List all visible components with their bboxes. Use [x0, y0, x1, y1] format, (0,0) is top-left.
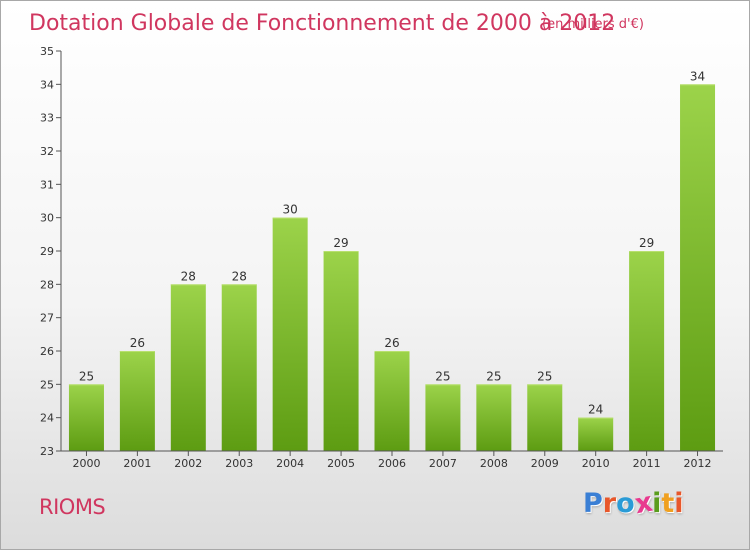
data-label: 24 [588, 403, 603, 417]
data-label: 25 [486, 369, 501, 383]
x-tick-label: 2004 [276, 457, 304, 470]
bar-2010 [578, 417, 614, 451]
logo-letter: o [616, 488, 635, 519]
x-tick-label: 2005 [327, 457, 355, 470]
logo-letter: P [583, 488, 603, 519]
x-tick-label: 2009 [531, 457, 559, 470]
data-label: 25 [79, 369, 94, 383]
logo-letter: t [661, 488, 675, 519]
x-tick-label: 2002 [174, 457, 202, 470]
x-tick-label: 2001 [123, 457, 151, 470]
data-label: 25 [435, 369, 450, 383]
proxiti-logo: Proxiti [583, 487, 684, 521]
x-tick-label: 2000 [72, 457, 100, 470]
y-tick-label: 23 [40, 445, 54, 458]
data-label: 26 [384, 336, 399, 350]
logo-letter: r [602, 488, 617, 519]
bar-2009 [527, 384, 563, 451]
x-tick-label: 2010 [582, 457, 610, 470]
data-label: 28 [181, 269, 196, 283]
logo-letter: i [652, 488, 662, 519]
data-label: 29 [333, 236, 348, 250]
y-tick-label: 33 [40, 112, 54, 125]
bar-2002 [170, 284, 206, 451]
y-tick-label: 24 [40, 412, 54, 425]
y-tick-label: 28 [40, 278, 54, 291]
x-tick-label: 2011 [633, 457, 661, 470]
y-tick-label: 26 [40, 345, 54, 358]
data-label: 30 [283, 203, 298, 217]
bar-2008 [476, 384, 512, 451]
y-tick-label: 25 [40, 378, 54, 391]
bar-2001 [119, 351, 155, 451]
y-tick-label: 27 [40, 312, 54, 325]
data-label: 34 [690, 69, 705, 83]
bar-2005 [323, 251, 359, 451]
y-tick-label: 30 [40, 212, 54, 225]
bar-2000 [68, 384, 104, 451]
chart-subtitle: (en milliers d'€) [542, 17, 644, 32]
y-tick-label: 31 [40, 178, 54, 191]
bar-2007 [425, 384, 461, 451]
data-label: 29 [639, 236, 654, 250]
commune-name: RIOMS [39, 495, 106, 519]
y-tick-label: 32 [40, 145, 54, 158]
data-label: 28 [232, 269, 247, 283]
data-label: 25 [537, 369, 552, 383]
bar-2006 [374, 351, 410, 451]
y-tick-label: 29 [40, 245, 54, 258]
bar-2003 [221, 284, 257, 451]
x-tick-label: 2006 [378, 457, 406, 470]
bar-2011 [629, 251, 665, 451]
bar-2012 [680, 84, 716, 451]
x-tick-label: 2008 [480, 457, 508, 470]
bar-2004 [272, 217, 308, 451]
x-tick-label: 2007 [429, 457, 457, 470]
chart-title: Dotation Globale de Fonctionnement de 20… [29, 11, 616, 36]
y-tick-label: 35 [40, 45, 54, 58]
y-tick-label: 34 [40, 78, 54, 91]
x-tick-label: 2003 [225, 457, 253, 470]
x-tick-label: 2012 [684, 457, 712, 470]
logo-letter: i [674, 488, 684, 519]
data-label: 26 [130, 336, 145, 350]
